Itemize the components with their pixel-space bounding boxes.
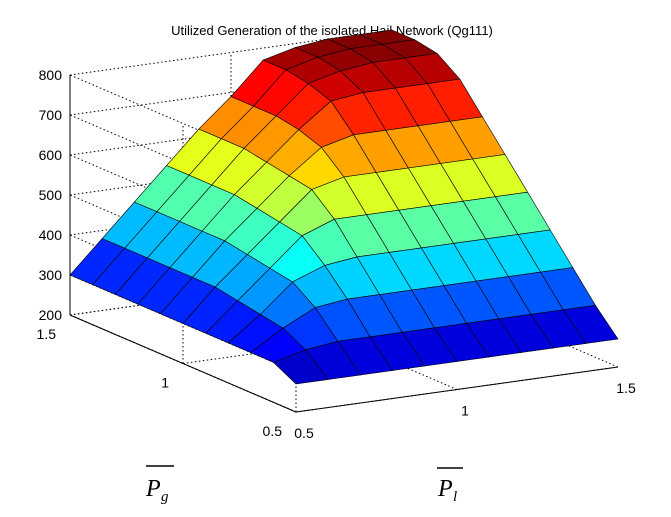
- x-axis-line: [295, 366, 619, 413]
- x-axis-label-main: P: [437, 476, 453, 502]
- y-tick-label: 1.5: [37, 326, 57, 342]
- axis-ticks: 200 300 400 500 600 700 800 0.5 1 1.5 0.5 1 1.5: [37, 67, 636, 441]
- y-axis-label: P g: [145, 465, 174, 505]
- x-tick-label: 0.5: [294, 425, 314, 441]
- y-axis-label-main: P: [145, 476, 161, 502]
- z-tick-label: 600: [39, 147, 63, 163]
- y-axis-line: [69, 314, 297, 413]
- x-axis-label: P l: [437, 467, 463, 505]
- z-tick-label: 400: [39, 227, 63, 243]
- z-tick-label: 300: [39, 267, 63, 283]
- z-tick-label: 200: [39, 307, 63, 323]
- y-tick-label: 0.5: [263, 423, 283, 439]
- z-tick-label: 700: [39, 107, 63, 123]
- y-axis-label-sub: g: [161, 489, 169, 505]
- x-axis-label-sub: l: [453, 489, 457, 505]
- chart-title: Utilized Generation of the isolated Hail…: [171, 23, 493, 38]
- surface-mesh: [69, 29, 619, 385]
- z-tick-label: 500: [39, 187, 63, 203]
- y-tick-label: 1: [161, 375, 169, 391]
- surface-patch: [562, 304, 619, 344]
- x-tick-label: 1.5: [616, 380, 636, 396]
- z-tick-label: 800: [39, 67, 63, 83]
- x-tick-label: 1: [461, 403, 469, 419]
